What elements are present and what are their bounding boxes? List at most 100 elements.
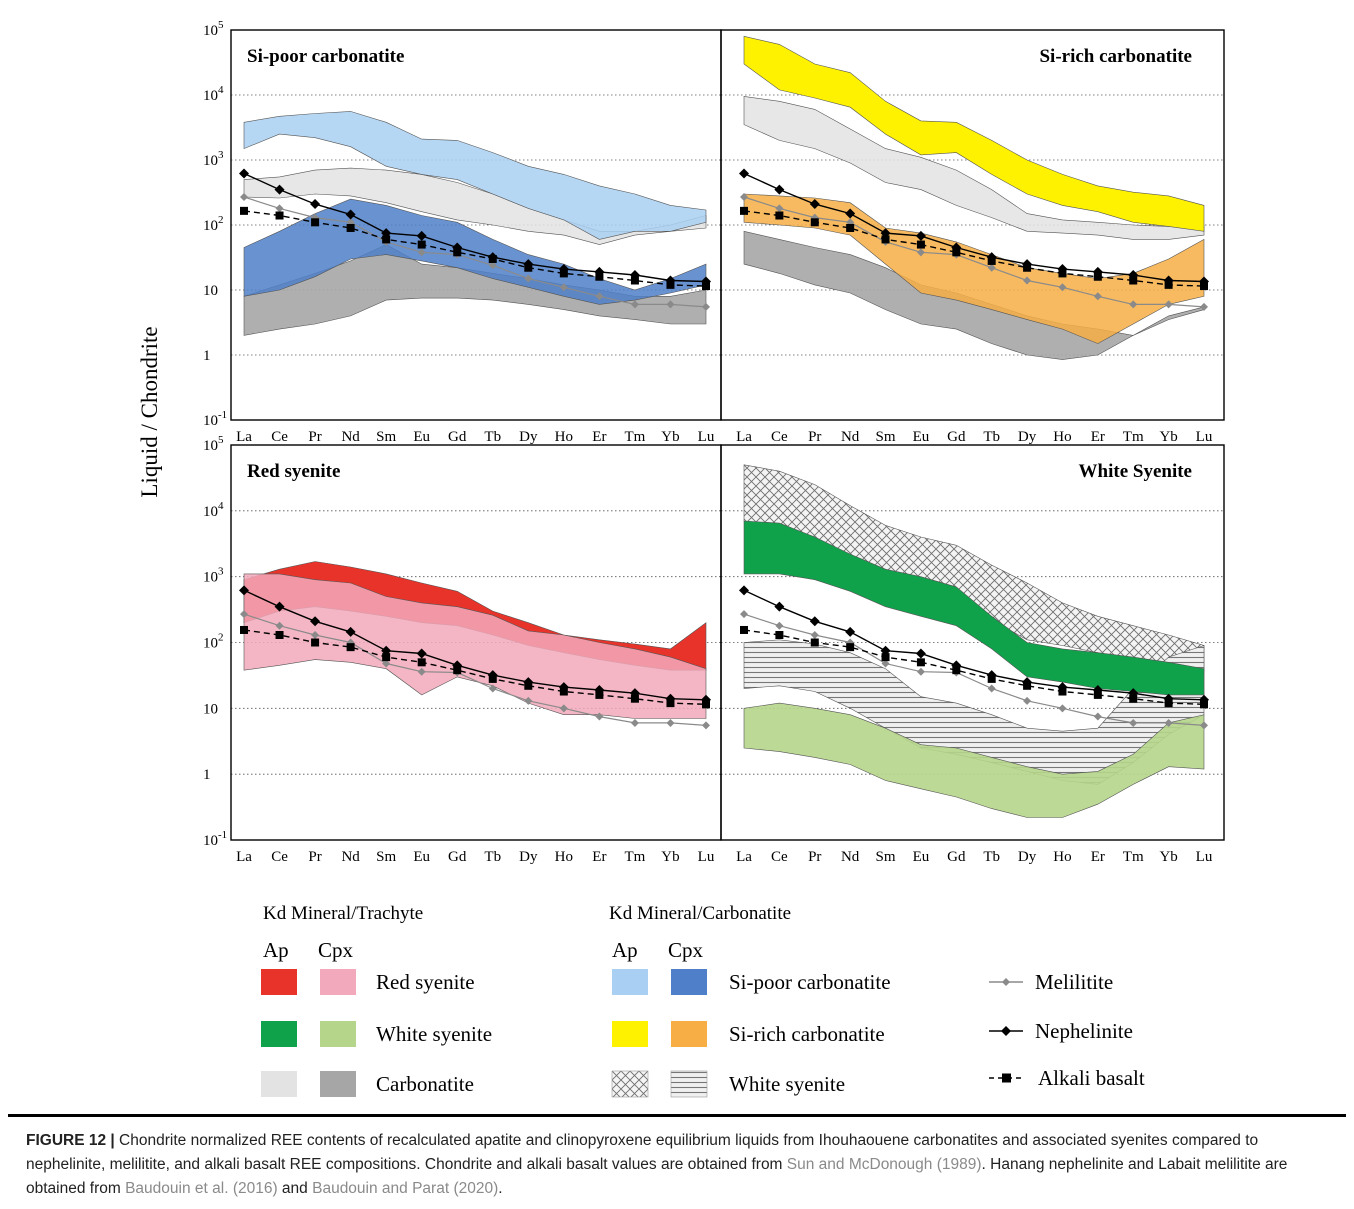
x-tick-label: Lu <box>1196 849 1213 865</box>
point-nephelinite <box>739 168 749 179</box>
caption-box: FIGURE 12 | Chondrite normalized REE con… <box>8 1114 1346 1205</box>
point-nephelinite <box>416 648 427 659</box>
x-tick-label: Dy <box>519 429 538 445</box>
band-si-rich-carbonatite-cpx <box>743 193 1205 344</box>
point-melilitite <box>810 630 819 639</box>
point-nephelinite <box>310 199 321 210</box>
legend-marker-alkali-basalt <box>1002 1073 1011 1083</box>
point-alkali-basalt <box>1129 694 1138 703</box>
point-melilitite <box>524 696 533 705</box>
caption-text-3: and <box>277 1180 313 1197</box>
y-tick-label: 10-1 <box>203 829 227 849</box>
x-tick-label: Ce <box>271 429 288 445</box>
point-alkali-basalt <box>417 658 426 667</box>
point-alkali-basalt <box>311 638 320 647</box>
point-alkali-basalt <box>666 699 675 708</box>
point-nephelinite <box>915 230 926 241</box>
x-tick-label: La <box>236 429 252 445</box>
legend-marker-melilitite <box>1002 978 1010 986</box>
caption-ref-baudouin-2016[interactable]: Baudouin et al. (2016) <box>125 1180 278 1197</box>
caption-ref-baudouin-parat[interactable]: Baudouin and Parat (2020) <box>312 1180 499 1197</box>
point-alkali-basalt <box>846 223 855 232</box>
legend-label-white-syenite: White syenite <box>376 1022 492 1046</box>
point-alkali-basalt <box>240 206 248 215</box>
x-tick-label: Dy <box>519 849 538 865</box>
point-melilitite <box>1023 276 1032 285</box>
point-melilitite <box>775 204 784 213</box>
point-alkali-basalt <box>702 282 710 291</box>
point-alkali-basalt <box>275 630 284 639</box>
x-tick-label: Dy <box>1018 849 1037 865</box>
legend-swatch-si-rich-carbonatite-ap <box>612 1021 648 1047</box>
point-melilitite <box>916 667 925 676</box>
point-alkali-basalt <box>846 643 855 652</box>
legend-swatch-si-rich-carbonatite-cpx <box>671 1021 707 1047</box>
point-melilitite <box>1093 712 1102 721</box>
y-tick-label: 10 <box>203 701 218 717</box>
point-melilitite <box>524 274 533 283</box>
point-melilitite <box>1129 718 1138 727</box>
x-tick-label: Sm <box>376 849 396 865</box>
point-nephelinite <box>774 601 785 612</box>
figure-svg: Si-poor carbonatite La Ce Pr Nd Sm Eu Gd Tb Dy Ho E… <box>137 19 1225 1098</box>
band-si-poor-carbonatite-ap <box>243 111 707 240</box>
y-tick-label: 102 <box>203 632 224 652</box>
point-melilitite <box>595 292 604 301</box>
caption-label: FIGURE 12 | <box>26 1132 115 1149</box>
point-nephelinite <box>345 626 356 637</box>
series-line-melilitite <box>743 613 1205 726</box>
point-melilitite <box>702 721 710 730</box>
panel-title: Si-poor carbonatite <box>247 46 404 67</box>
legend-label-melilitite: Melilitite <box>1035 970 1113 994</box>
point-alkali-basalt <box>810 638 819 647</box>
point-alkali-basalt <box>810 218 819 227</box>
x-tick-label: Tb <box>983 429 1000 445</box>
x-tick-label: Er <box>1091 849 1105 865</box>
x-tick-label: Nd <box>841 429 860 445</box>
point-nephelinite <box>809 616 820 627</box>
caption-ref-sun-mcdonough[interactable]: Sun and McDonough (1989) <box>786 1156 982 1173</box>
point-nephelinite <box>239 168 249 179</box>
x-tick-label: Tm <box>1123 429 1144 445</box>
point-melilitite <box>630 718 639 727</box>
legend-label-si-rich-carbonatite: Si-rich carbonatite <box>729 1022 885 1046</box>
point-alkali-basalt <box>1093 690 1102 699</box>
series-line-nephelinite <box>743 172 1205 283</box>
panel-white-syenite <box>721 464 1224 818</box>
point-alkali-basalt <box>559 687 568 696</box>
legend-cpx-label: Cpx <box>318 938 354 962</box>
point-alkali-basalt <box>916 658 925 667</box>
point-melilitite <box>1023 696 1032 705</box>
point-alkali-basalt <box>881 653 890 662</box>
point-melilitite <box>240 192 248 201</box>
point-nephelinite <box>274 601 285 612</box>
x-tick-label: Lu <box>698 849 715 865</box>
panel-title: Red syenite <box>247 461 340 482</box>
x-tick-label: Ho <box>1053 429 1071 445</box>
panel-frame <box>720 444 1225 841</box>
legend-swatch-red-syenite-cpx <box>320 969 356 995</box>
legend-label-red-syenite: Red syenite <box>376 970 475 994</box>
x-tick-label: Dy <box>1018 429 1037 445</box>
point-nephelinite <box>416 230 427 241</box>
x-tick-label: Tm <box>625 849 646 865</box>
x-tick-label: Pr <box>808 429 821 445</box>
point-nephelinite <box>809 199 820 210</box>
series-line-melilitite <box>243 613 707 726</box>
figure-caption: FIGURE 12 | Chondrite normalized REE con… <box>26 1129 1326 1201</box>
x-tick-label: Sm <box>376 429 396 445</box>
point-alkali-basalt <box>1200 282 1208 291</box>
y-tick-label: 105 <box>203 434 224 454</box>
x-tick-label: Lu <box>1196 429 1213 445</box>
legend-label-white-syenite: White syenite <box>729 1072 845 1096</box>
point-alkali-basalt <box>952 248 961 257</box>
legend-ap-label: Ap <box>612 938 638 962</box>
point-alkali-basalt <box>275 211 284 220</box>
x-tick-label: Tm <box>625 429 646 445</box>
x-tick-label: Tm <box>1123 849 1144 865</box>
point-alkali-basalt <box>881 235 890 244</box>
x-tick-label: Pr <box>308 429 321 445</box>
panel-title: White Syenite <box>1079 461 1192 482</box>
band-red-syenite-cpx <box>243 573 707 719</box>
band-carbonatite-ap <box>743 96 1205 240</box>
